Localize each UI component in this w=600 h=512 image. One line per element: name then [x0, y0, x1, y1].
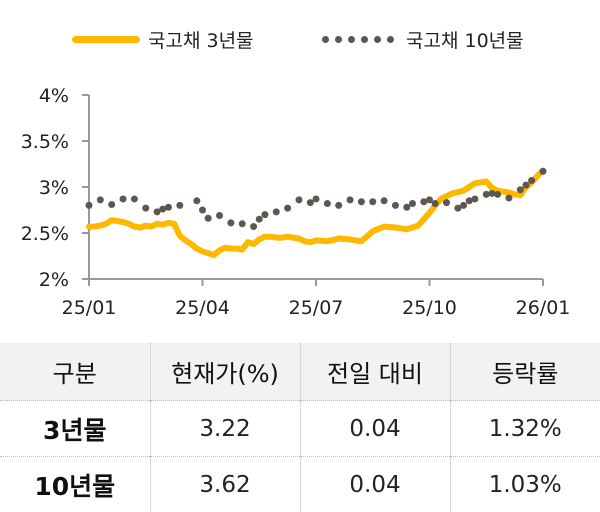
data-point — [505, 195, 512, 202]
data-point — [205, 215, 212, 222]
row-label: 3년물 — [0, 401, 150, 457]
y-tick-label: 2% — [39, 269, 69, 291]
data-point — [256, 216, 263, 223]
data-point — [517, 186, 524, 193]
x-tick-label: 25/10 — [402, 297, 457, 319]
data-point — [443, 199, 450, 206]
column-header: 등락률 — [450, 343, 600, 401]
legend-dots-swatch — [322, 36, 394, 43]
data-point — [324, 200, 331, 207]
data-point — [120, 195, 127, 202]
data-point — [176, 202, 183, 209]
data-point — [528, 177, 535, 184]
data-point — [335, 202, 342, 209]
legend-label: 국고채 3년물 — [148, 26, 254, 53]
data-point — [284, 205, 291, 212]
data-point — [392, 202, 399, 209]
data-point — [86, 202, 93, 209]
x-axis: 25/01 25/04 25/07 25/10 26/01 — [62, 279, 571, 319]
data-point — [216, 212, 223, 219]
data-point — [295, 196, 302, 203]
current-yield: 3.22 — [150, 401, 300, 457]
data-point — [460, 202, 467, 209]
data-point — [381, 197, 388, 204]
day-change: 0.04 — [300, 401, 450, 457]
data-point — [199, 207, 206, 214]
data-point — [273, 208, 280, 215]
y-tick-label: 3.5% — [21, 131, 69, 153]
data-point — [494, 191, 501, 198]
data-point — [358, 198, 365, 205]
data-point — [522, 182, 529, 189]
data-point — [432, 200, 439, 207]
data-point — [369, 198, 376, 205]
x-tick-label: 25/01 — [62, 297, 117, 319]
table-row: 3년물 3.22 0.04 1.32% — [0, 401, 600, 457]
y-tick-label: 3% — [39, 177, 69, 199]
data-point — [227, 219, 234, 226]
data-point — [165, 204, 172, 211]
legend-item-10y: 국고채 10년물 — [322, 24, 524, 54]
column-header: 현재가(%) — [150, 343, 300, 401]
column-header: 전일 대비 — [300, 343, 450, 401]
x-tick-label: 26/01 — [516, 297, 571, 319]
data-point — [409, 200, 416, 207]
data-point — [313, 195, 320, 202]
data-point — [193, 197, 200, 204]
data-point — [97, 196, 104, 203]
data-point — [261, 211, 268, 218]
column-header: 구분 — [0, 343, 150, 401]
legend-item-3y: 국고채 3년물 — [72, 24, 254, 54]
data-point — [250, 223, 257, 230]
y-tick-label: 2.5% — [21, 223, 69, 245]
x-tick-label: 25/04 — [175, 297, 230, 319]
data-point — [347, 196, 354, 203]
chart-series — [86, 168, 547, 255]
data-point — [131, 195, 138, 202]
table-header-row: 구분 현재가(%) 전일 대비 등락률 — [0, 343, 600, 401]
chart-legend: 국고채 3년물 국고채 10년물 — [0, 24, 600, 54]
data-point — [142, 205, 149, 212]
change-rate: 1.32% — [450, 401, 600, 457]
data-point — [239, 220, 246, 227]
bond-yield-table: 구분 현재가(%) 전일 대비 등락률 3년물 3.22 0.04 1.32% … — [0, 343, 600, 512]
legend-line-swatch — [72, 36, 140, 43]
data-point — [471, 195, 478, 202]
x-tick-label: 25/07 — [289, 297, 344, 319]
data-point — [108, 201, 115, 208]
legend-label: 국고채 10년물 — [406, 26, 524, 53]
y-tick-label: 4% — [39, 85, 69, 107]
data-point — [540, 168, 547, 175]
y-axis: 2% 2.5% 3% 3.5% 4% — [21, 85, 89, 291]
line-chart: 2% 2.5% 3% 3.5% 4% 25/01 25/04 25/07 25/10 26/01 — [0, 80, 600, 330]
